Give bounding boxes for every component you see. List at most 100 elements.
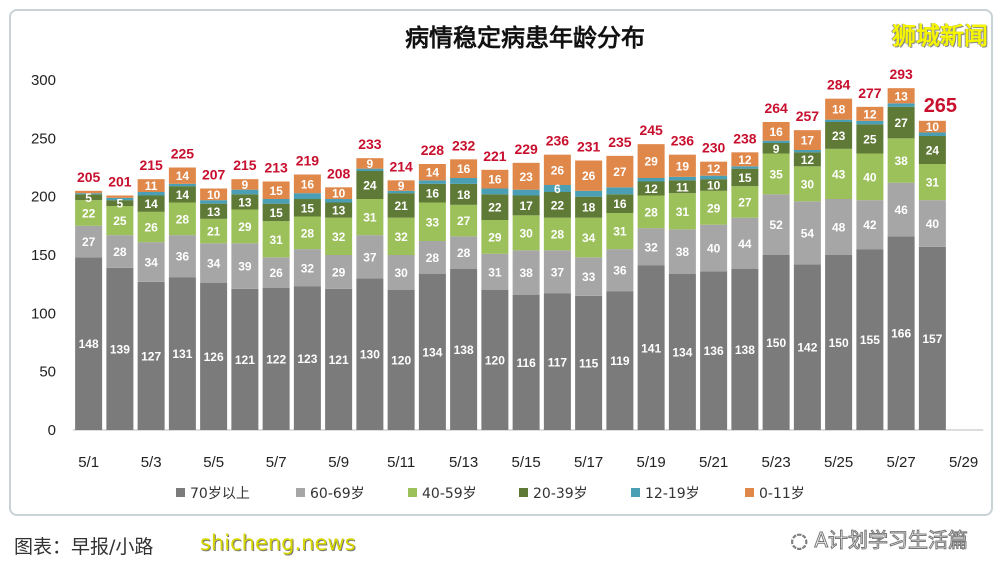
watermark-text: A计划学习生活篇 [814, 528, 969, 553]
bar-segment [731, 217, 759, 269]
total-label: 235 [608, 134, 632, 150]
bar-segment [731, 168, 759, 187]
data-label: 18 [832, 103, 846, 117]
data-label: 27 [738, 195, 752, 209]
bar-stack-5/1: 205 148 27 22 5 [75, 169, 103, 430]
data-label: 28 [644, 205, 658, 219]
bar-segment [168, 167, 196, 184]
data-label: 29 [644, 155, 658, 169]
data-label: 17 [519, 199, 533, 213]
bar-segment [700, 175, 728, 180]
x-tick-label: 5/19 [637, 454, 666, 471]
bar-segment [762, 143, 790, 154]
data-label: 122 [266, 352, 286, 366]
data-label: 28 [457, 246, 471, 260]
data-label: 15 [269, 206, 283, 220]
x-tick-label: 5/29 [949, 454, 978, 471]
total-label: 215 [139, 157, 163, 173]
bar-segment [856, 106, 884, 121]
bar-segment [856, 124, 884, 154]
bar-stack-5/3: 215 127 34 26 14 11 [137, 157, 165, 430]
legend-swatch [519, 488, 528, 497]
bar-segment [293, 249, 321, 287]
bar-segment [262, 199, 290, 204]
legend-swatch [296, 488, 305, 497]
bar-segment [75, 257, 103, 430]
total-label: 238 [733, 130, 757, 146]
data-label: 116 [516, 356, 536, 370]
bar-segment [137, 179, 165, 192]
bar-stack-5/17: 231 115 34 33 26 18 [575, 139, 603, 430]
chart-frame [9, 9, 993, 516]
data-label: 148 [79, 337, 99, 351]
legend-item: 20-39岁 [519, 486, 588, 502]
bar-segment [637, 228, 665, 266]
data-label: 32 [394, 230, 408, 244]
x-tick-label: 5/5 [203, 454, 224, 471]
legend-swatch [745, 488, 754, 497]
bar-segment [512, 294, 540, 430]
bar-stack-5/25: 284 150 48 43 23 18 [825, 77, 853, 430]
bar-stack-5/20: 236 134 38 31 19 11 [668, 133, 696, 430]
bar-segment [231, 189, 259, 195]
data-label: 38 [894, 154, 908, 168]
data-label: 9 [398, 179, 405, 193]
bar-stack-5/8: 219 123 32 28 16 15 [293, 153, 321, 430]
bar-segment [231, 209, 259, 244]
data-label: 32 [301, 261, 315, 275]
bar-stack-5/9: 208 121 32 29 13 10 [325, 165, 353, 430]
bar-segment [106, 206, 134, 236]
bar-stack-5/27: 293 166 46 38 27 13 [887, 66, 915, 430]
data-label: 13 [332, 204, 346, 218]
x-tick-label: 5/9 [328, 454, 349, 471]
bar-segment [887, 88, 915, 104]
data-label: 138 [735, 343, 755, 357]
bar-segment [825, 119, 853, 122]
data-label: 136 [704, 344, 724, 358]
bar-segment [700, 161, 728, 176]
bar-stack-5/23: 264 150 52 35 16 9 [762, 100, 790, 430]
data-label: 54 [801, 226, 815, 240]
data-label: 32 [332, 230, 346, 244]
data-label: 14 [176, 188, 190, 202]
bar-segment [325, 187, 353, 199]
bar-segment [200, 203, 228, 219]
bar-segment [793, 130, 821, 150]
bar-segment [418, 180, 446, 184]
bar-segment [606, 213, 634, 250]
data-label: 31 [363, 211, 377, 225]
bar-segment [793, 152, 821, 167]
bar-segment [356, 199, 384, 236]
bar-segment [168, 277, 196, 430]
data-label: 33 [582, 270, 596, 284]
bar-segment [762, 153, 790, 195]
bar-segment [512, 162, 540, 190]
data-label: 28 [176, 212, 190, 226]
data-label: 130 [360, 348, 380, 362]
bar-segment [325, 217, 353, 255]
logo: 狮城新闻 [892, 22, 988, 50]
bar-segment [731, 186, 759, 218]
data-label: 33 [426, 215, 440, 229]
data-label: 15 [301, 201, 315, 215]
bar-segment [231, 288, 259, 430]
data-label: 31 [488, 265, 502, 279]
data-label: 44 [738, 237, 752, 251]
bar-segment [825, 199, 853, 255]
total-label: 228 [421, 142, 445, 158]
data-label: 28 [113, 245, 127, 259]
bar-segment [887, 182, 915, 237]
data-label: 16 [769, 125, 783, 139]
x-tick-label: 5/21 [699, 454, 728, 471]
data-label: 28 [426, 251, 440, 265]
bar-segment [168, 235, 196, 278]
bar-segment [481, 220, 509, 254]
total-label: 277 [858, 85, 882, 101]
data-label: 37 [551, 265, 565, 279]
data-label: 21 [207, 225, 221, 239]
data-label: 5 [117, 197, 124, 211]
bar-segment [75, 194, 103, 201]
bar-segment [825, 255, 853, 430]
data-label: 166 [891, 327, 911, 341]
data-label: 15 [738, 171, 752, 185]
